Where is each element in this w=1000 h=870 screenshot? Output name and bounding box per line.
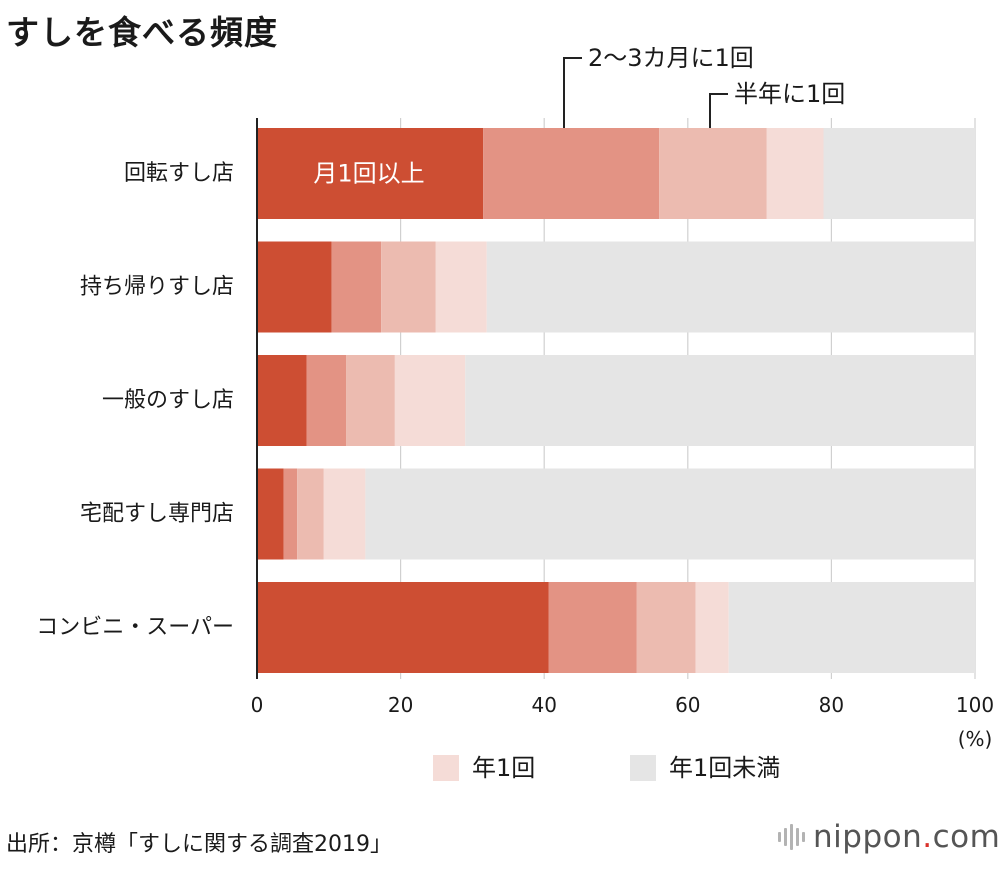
bar-segment: [365, 468, 976, 560]
callout-line-bimonthly: [563, 57, 582, 128]
bar-segment: [381, 241, 436, 333]
x-tick-label: 40: [531, 693, 556, 717]
bar-segment: [257, 241, 332, 333]
annotation-monthly: 月1回以上: [313, 160, 424, 188]
legend-label: 年1回未満: [669, 754, 780, 782]
nippon-logo: nippon.com: [778, 819, 1000, 855]
logo-wordmark: nippon.com: [813, 819, 1000, 855]
bar-segment: [331, 241, 382, 333]
bar-segment: [483, 128, 660, 219]
x-tick-label: 0: [251, 693, 264, 717]
callout-line-halfyear: [709, 93, 728, 128]
source-note: 出所：京樽「すしに関する調査2019」: [6, 832, 392, 857]
category-label: コンビニ・スーパー: [36, 615, 234, 640]
bar-segment: [257, 355, 307, 446]
bar-segment: [435, 241, 487, 333]
bar-segment: [257, 582, 549, 673]
bar-segment: [486, 241, 975, 333]
bar-segment: [659, 128, 767, 219]
bar-segment: [257, 468, 284, 560]
bar-segment: [346, 355, 395, 446]
bar-segment: [465, 355, 975, 446]
legend-swatch: [433, 755, 459, 781]
bar-segment: [766, 128, 824, 219]
bar-segment: [283, 468, 298, 560]
bar-segment: [728, 582, 975, 673]
category-label: 宅配すし専門店: [80, 502, 234, 527]
bar-segment: [394, 355, 466, 446]
x-tick-label: 80: [819, 693, 844, 717]
bar-segment: [297, 468, 324, 560]
legend-label: 年1回: [472, 754, 535, 782]
category-label: 一般のすし店: [102, 388, 234, 413]
category-label: 回転すし店: [124, 161, 234, 186]
bar-segment: [823, 128, 975, 219]
bar-segment: [695, 582, 729, 673]
bar-segment: [636, 582, 696, 673]
bar-segment: [548, 582, 637, 673]
category-label: 持ち帰りすし店: [80, 275, 234, 300]
x-tick-label: 60: [675, 693, 700, 717]
legend-swatch: [630, 755, 656, 781]
annotation-halfyear: 半年に1回: [734, 80, 845, 108]
x-tick-label: 100: [956, 693, 994, 717]
annotation-bimonthly: 2〜3カ月に1回: [588, 44, 754, 72]
x-unit-label: (%): [958, 727, 993, 751]
bar-segment: [323, 468, 366, 560]
bar-segment: [306, 355, 347, 446]
bar-segment: [257, 128, 484, 219]
x-tick-label: 20: [388, 693, 413, 717]
logo-bars-icon: [778, 824, 805, 850]
chart-title: すしを食べる頻度: [6, 13, 278, 52]
